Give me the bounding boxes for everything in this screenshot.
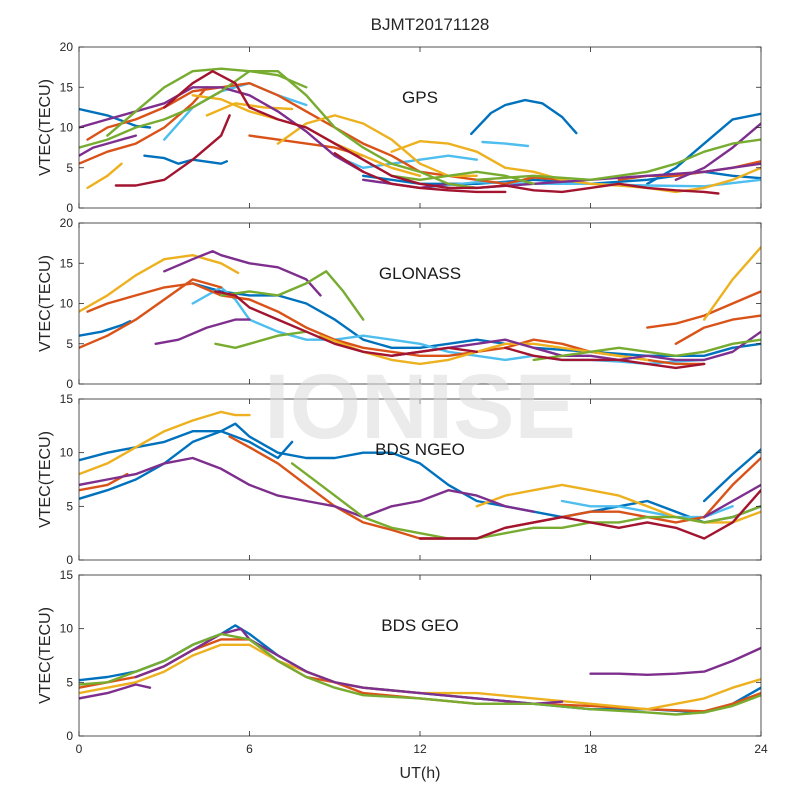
series-line-gps-26 [114, 114, 231, 187]
series-line-gps-22 [106, 67, 308, 137]
y-axis-label: VTEC(TECU) [37, 79, 54, 176]
series-line-bds-ngeo-0 [79, 422, 761, 524]
series-line-gps-5 [481, 140, 530, 148]
series-line-gps-27 [163, 70, 720, 195]
series-line-gps-24 [475, 138, 761, 181]
panel-bds-ngeo: 0 5 10 15 VTEC(TECU) BDS NGEO [37, 392, 762, 567]
series-line-glonass-1 [191, 282, 507, 349]
y-tick-label: 5 [66, 337, 73, 351]
series-line-gps-25 [390, 170, 535, 185]
panel-label: BDS NGEO [375, 440, 465, 459]
y-tick-label: 0 [66, 201, 73, 215]
y-tick-label: 5 [66, 499, 73, 513]
series-group [79, 624, 761, 716]
y-axis-label: VTEC(TECU) [37, 255, 54, 352]
y-tick-label: 0 [66, 729, 73, 743]
series-line-glonass-6 [646, 290, 761, 329]
series-line-gps-23 [79, 70, 478, 190]
series-line-bds-ngeo-7 [79, 410, 251, 476]
series-group [79, 67, 761, 195]
plot-area [79, 47, 761, 208]
series-line-bds-ngeo-9 [79, 456, 535, 519]
series-line-bds-ngeo-1 [79, 430, 294, 500]
series-group [79, 246, 761, 370]
x-tick-label: 6 [246, 742, 253, 756]
series-line-gps-2 [143, 154, 228, 165]
y-tick-label: 5 [66, 675, 73, 689]
series-line-glonass-7 [674, 314, 761, 345]
series-line-glonass-0 [79, 320, 132, 337]
series-line-bds-ngeo-11 [290, 462, 761, 540]
series-line-gps-7 [333, 154, 478, 169]
series-line-gps-13 [86, 162, 123, 190]
y-tick-label: 5 [66, 161, 73, 175]
x-axis-label: UT(h) [400, 765, 441, 782]
watermark: IONISE [264, 356, 576, 458]
series-line-glonass-12 [163, 250, 322, 297]
series-line-bds-ngeo-10 [703, 483, 761, 519]
y-axis-label: VTEC(TECU) [37, 431, 54, 528]
series-line-glonass-11 [154, 318, 251, 345]
x-tick-label: 18 [584, 742, 598, 756]
y-tick-label: 20 [60, 40, 74, 54]
y-tick-label: 0 [66, 377, 73, 391]
panel-glonass: 0 5 10 15 20 VTEC(TECU) GLONASS [37, 216, 762, 391]
series-line-bds-geo-5 [589, 646, 761, 676]
y-tick-label: 10 [60, 446, 74, 460]
y-tick-label: 15 [60, 80, 74, 94]
y-tick-label: 15 [60, 568, 74, 582]
series-line-gps-18 [79, 134, 137, 157]
series-line-glonass-17 [214, 290, 478, 357]
y-tick-label: 15 [60, 256, 74, 270]
series-line-bds-ngeo-2 [703, 448, 761, 503]
series-line-glonass-8 [79, 254, 240, 313]
y-tick-label: 10 [60, 622, 74, 636]
series-line-bds-geo-4 [134, 627, 564, 705]
series-line-gps-15 [276, 114, 478, 177]
series-line-glonass-3 [191, 286, 706, 366]
series-line-bds-geo-6 [79, 632, 761, 716]
panel-label: GPS [402, 88, 438, 107]
x-tick-label: 0 [76, 742, 83, 756]
series-group [79, 410, 761, 540]
panel-bds-geo: 0 6 12 18 24 0 5 10 15 VTEC(TECU) BDS GEO [37, 568, 768, 756]
series-line-glonass-15 [219, 270, 365, 321]
y-tick-label: 15 [60, 392, 74, 406]
y-tick-label: 0 [66, 553, 73, 567]
series-line-bds-ngeo-12 [418, 489, 761, 540]
panels: 0 5 10 15 20 VTEC(TECU) GPS 0 5 10 15 20 VTEC(TECU) G… [37, 40, 768, 756]
series-line-glonass-18 [504, 346, 706, 370]
panel-gps: 0 5 10 15 20 VTEC(TECU) GPS [37, 40, 762, 215]
series-line-glonass-14 [214, 330, 308, 349]
series-line-bds-ngeo-8 [475, 483, 761, 524]
series-line-gps-19 [79, 86, 365, 173]
series-line-glonass-13 [390, 330, 761, 362]
series-line-glonass-4 [79, 278, 223, 349]
series-line-gps-28 [333, 152, 507, 194]
figure-title: BJMT20171128 [371, 15, 490, 34]
series-line-bds-geo-3 [79, 683, 152, 700]
series-line-glonass-16 [532, 338, 761, 362]
y-tick-label: 10 [60, 121, 74, 135]
x-tick-label: 24 [754, 742, 768, 756]
panel-label: BDS GEO [381, 616, 458, 635]
x-tick-label: 12 [413, 742, 427, 756]
series-line-gps-21 [674, 122, 761, 181]
y-tick-label: 20 [60, 216, 74, 230]
series-line-gps-1 [470, 98, 578, 136]
series-line-glonass-9 [319, 334, 649, 366]
y-axis-label: VTEC(TECU) [37, 607, 54, 704]
series-line-gps-4 [646, 112, 761, 185]
y-tick-label: 10 [60, 297, 74, 311]
series-line-gps-9 [79, 86, 209, 165]
panel-label: GLONASS [379, 264, 461, 283]
series-line-glonass-10 [703, 246, 761, 321]
